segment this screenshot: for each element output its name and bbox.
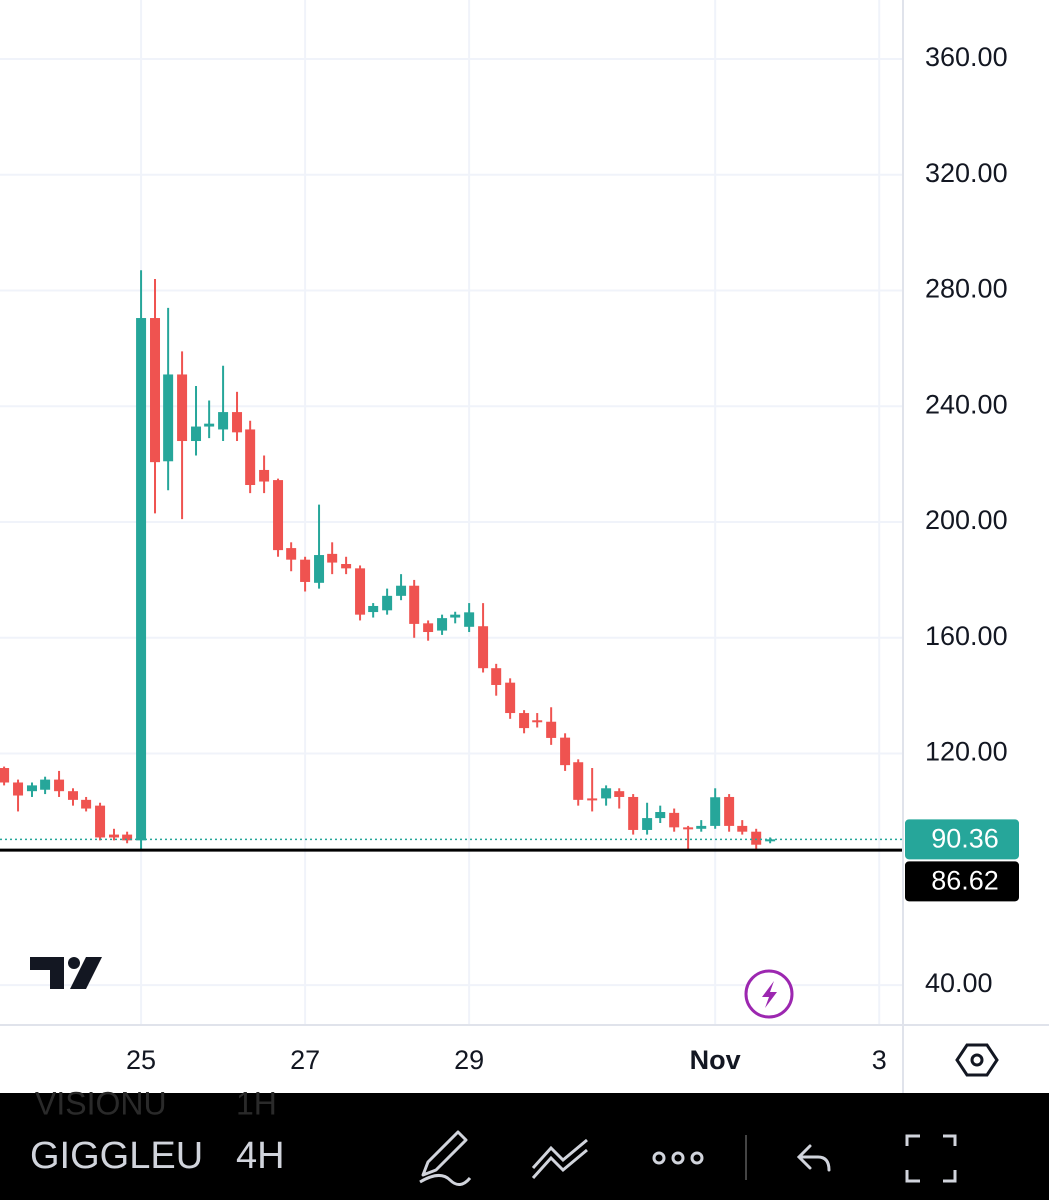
more-button[interactable] [652,1151,704,1165]
undo-button[interactable] [796,1144,831,1172]
lightning-button[interactable] [744,969,794,1019]
candle-body [109,834,120,838]
candle-body [737,825,748,832]
candle-body [300,559,311,582]
candle-body [765,839,776,842]
candle-body [245,429,256,486]
x-tick-label: 3 [872,1045,887,1075]
y-tick-label: 120.00 [925,737,1008,767]
candle-body [232,412,243,433]
candles [0,270,776,850]
candle-body [81,799,92,809]
y-tick-label: 320.00 [925,158,1008,188]
candle-body [95,805,106,838]
candle-body [478,626,489,669]
candle-body [450,614,461,618]
candle-body [560,737,571,766]
candle-body [573,762,584,800]
candle-body [505,682,516,714]
last-price-badge [905,819,1019,860]
interval-button[interactable]: 4H [236,1135,285,1177]
line-tools-button[interactable] [531,1138,588,1180]
candle-body [355,568,366,615]
x-tick-label: 27 [290,1045,320,1075]
candle-body [67,791,78,800]
candle-body [13,782,24,796]
price-line-label: 86.62 [931,865,999,895]
candle-body [396,585,407,596]
candle-body [191,426,202,442]
candle-body [273,480,284,551]
candle-body [136,318,147,841]
candle-body [696,825,707,829]
candle-body [314,555,325,583]
y-tick-label: 240.00 [925,389,1008,419]
candle-body [54,779,65,792]
y-tick-label: 280.00 [925,274,1008,304]
candle-body [724,796,735,826]
overlay: 90.36 86.62 [0,819,1019,902]
candle-body [368,605,379,613]
draw-button[interactable] [419,1130,472,1186]
candle-body [327,553,338,563]
y-tick-label: 40.00 [925,968,993,998]
candle-body [341,564,352,569]
x-tick-label: Nov [690,1045,741,1075]
candle-body [177,374,188,442]
fullscreen-button[interactable] [905,1134,957,1183]
candle-body [423,623,434,633]
candle-body [614,791,625,797]
y-tick-label: 160.00 [925,621,1008,651]
candle-body [409,585,420,624]
symbol-button[interactable]: GIGGLEU [30,1135,203,1177]
candle-body [642,818,653,830]
toolbar [0,1093,1049,1200]
candle-body [163,374,174,462]
candle-body [532,720,543,723]
candle-body [628,796,639,830]
grid [0,0,903,1025]
last-price-label: 90.36 [931,823,999,853]
settings-button[interactable] [955,1043,999,1077]
logo [30,957,102,989]
candle-body [437,618,448,631]
candle-body [40,779,51,790]
candle-body [587,798,598,801]
candle-body [683,827,694,830]
candle-body [204,423,215,427]
candle-body [122,834,133,841]
ghost-interval: 1H [236,1085,277,1121]
candle-body [491,668,502,685]
candle-body [218,412,229,430]
candle-body [259,469,270,482]
price-line-badge [905,861,1019,902]
x-tick-label: 25 [126,1045,156,1075]
candle-body [464,612,475,627]
candle-body [382,595,393,611]
candle-body [669,812,680,828]
candle-body [546,721,557,738]
candle-body [286,548,297,560]
x-tick-label: 29 [454,1045,484,1075]
candle-body [601,788,612,799]
y-tick-label: 360.00 [925,42,1008,72]
ghost-symbol: VISIONU [35,1085,167,1121]
candle-body [150,318,161,463]
candle-body [655,812,666,819]
y-tick-label: 200.00 [925,505,1008,535]
candle-body [519,713,530,729]
candle-body [710,797,721,826]
candle-body [26,785,37,792]
candle-body [0,768,10,783]
candle-body [751,831,762,845]
